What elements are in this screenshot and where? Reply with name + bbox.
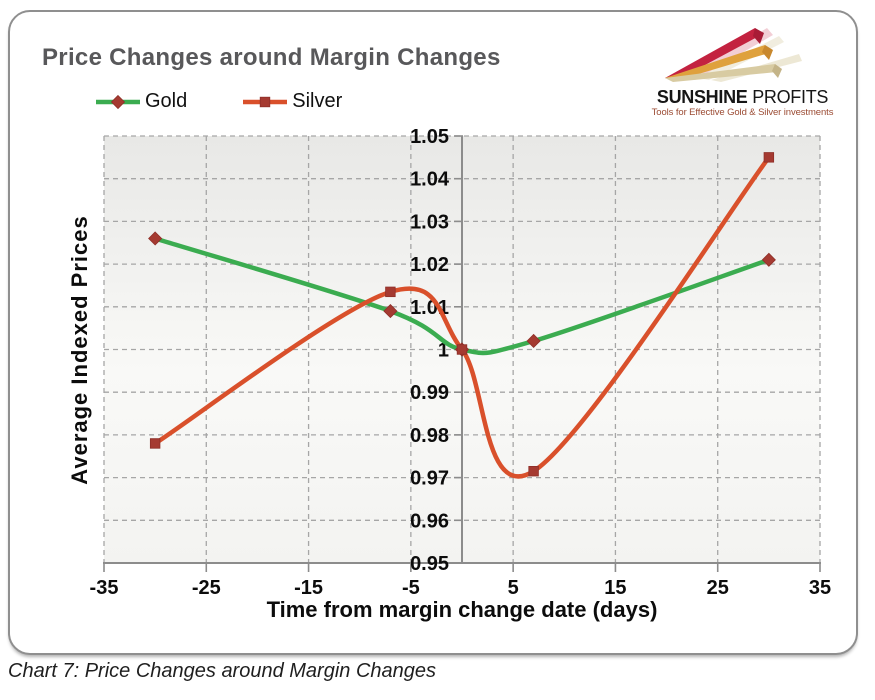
y-tick-labels: 1.05 1.04 1.03 1.02 1.01 1 0.99 0.98 0.97 0.96 0.9… [410,126,450,575]
svg-text:0.95: 0.95 [410,553,449,575]
svg-text:35: 35 [809,577,831,599]
svg-text:1.04: 1.04 [410,169,450,191]
sunshine-profits-logo: SUNSHINE PROFITS Tools for Effective Gol… [645,26,840,118]
svg-text:-15: -15 [294,577,323,599]
svg-text:0.98: 0.98 [410,425,449,447]
silver-line-swatch-icon [243,96,288,107]
svg-text:1.02: 1.02 [410,254,449,276]
silver-series-markers [149,152,775,477]
y-axis-title: Average Indexed Prices [67,215,92,485]
svg-text:25: 25 [707,577,729,599]
silver-series-line [152,155,772,479]
x-axis-title: Time from margin change date (days) [266,597,658,622]
figure-caption: Chart 7: Price Changes around Margin Cha… [8,660,437,682]
svg-text:0.99: 0.99 [410,382,449,404]
svg-text:0.96: 0.96 [410,510,449,532]
logo-tagline: Tools for Effective Gold & Silver invest… [651,106,834,118]
svg-text:-5: -5 [402,577,420,599]
svg-text:15: 15 [604,577,626,599]
logo-brand-text: SUNSHINE PROFITS [645,88,840,107]
x-tick-labels: -35 -25 -15 -5 5 15 25 35 [90,577,832,599]
gridlines [103,135,821,563]
svg-text:0.97: 0.97 [410,468,449,490]
svg-text:-25: -25 [192,577,221,599]
svg-text:1.03: 1.03 [410,211,449,233]
logo-brand-bold: SUNSHINE [656,87,748,107]
legend-label-silver: Silver [292,90,343,112]
svg-text:1.01: 1.01 [410,297,449,319]
svg-text:-35: -35 [90,577,119,599]
legend-item-gold: Gold [94,90,187,113]
legend-label-gold: Gold [145,90,188,112]
svg-text:1: 1 [438,340,449,362]
svg-text:1.05: 1.05 [410,126,449,148]
gold-line-swatch-icon [96,94,140,109]
legend: Gold Silver [94,90,342,113]
legend-item-silver: Silver [241,90,342,113]
logo-rays-icon [664,28,802,82]
chart-title: Price Changes around Margin Changes [42,44,501,71]
logo-brand-regular: PROFITS [747,87,829,107]
svg-text:5: 5 [508,577,519,599]
